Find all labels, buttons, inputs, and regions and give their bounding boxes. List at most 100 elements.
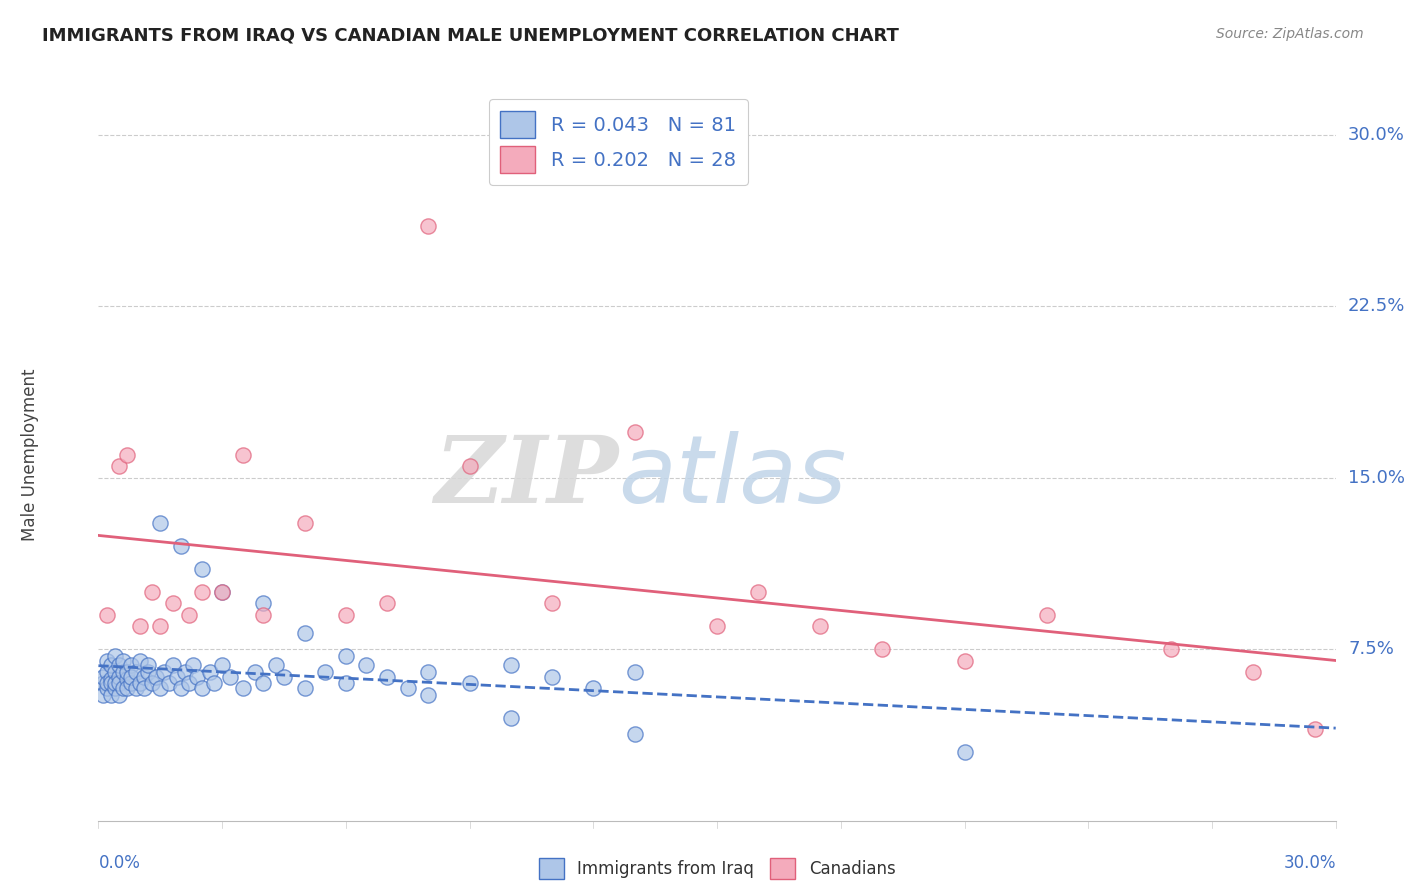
Point: [149, 619, 172, 633]
Point: [100, 672, 122, 686]
Text: 0.0%: 0.0%: [98, 854, 141, 871]
Point: [162, 597, 184, 611]
Point: [104, 665, 127, 679]
Text: 15.0%: 15.0%: [1348, 469, 1405, 487]
Point: [157, 676, 180, 690]
Point: [243, 665, 266, 679]
Text: 30.0%: 30.0%: [1284, 854, 1336, 871]
Point: [128, 619, 150, 633]
Text: Source: ZipAtlas.com: Source: ZipAtlas.com: [1216, 27, 1364, 41]
Point: [418, 219, 440, 234]
Point: [202, 676, 225, 690]
Point: [211, 585, 233, 599]
Point: [232, 681, 254, 695]
Point: [294, 681, 316, 695]
Point: [153, 665, 176, 679]
Point: [96, 676, 118, 690]
Point: [128, 676, 150, 690]
Point: [458, 459, 481, 474]
Point: [91, 676, 114, 690]
Point: [1160, 642, 1182, 657]
Point: [149, 516, 172, 531]
Point: [132, 681, 155, 695]
Point: [499, 658, 522, 673]
Point: [96, 654, 118, 668]
Point: [112, 654, 135, 668]
Point: [100, 688, 122, 702]
Point: [808, 619, 831, 633]
Point: [124, 665, 146, 679]
Point: [335, 649, 357, 664]
Point: [953, 654, 976, 668]
Point: [149, 681, 172, 695]
Point: [145, 670, 167, 684]
Point: [273, 670, 295, 684]
Point: [219, 670, 242, 684]
Point: [162, 658, 184, 673]
Point: [112, 681, 135, 695]
Point: [252, 676, 274, 690]
Point: [108, 676, 131, 690]
Point: [190, 562, 212, 576]
Point: [132, 670, 155, 684]
Point: [294, 516, 316, 531]
Point: [190, 681, 212, 695]
Point: [747, 585, 769, 599]
Point: [294, 626, 316, 640]
Point: [706, 619, 728, 633]
Point: [120, 658, 142, 673]
Point: [112, 665, 135, 679]
Point: [179, 676, 201, 690]
Point: [100, 676, 122, 690]
Point: [499, 711, 522, 725]
Point: [179, 607, 201, 622]
Point: [541, 597, 564, 611]
Point: [108, 658, 131, 673]
Point: [91, 670, 114, 684]
Point: [211, 658, 233, 673]
Point: [623, 425, 645, 439]
Point: [623, 727, 645, 741]
Text: ZIP: ZIP: [434, 432, 619, 522]
Point: [582, 681, 605, 695]
Point: [252, 597, 274, 611]
Point: [141, 585, 163, 599]
Point: [396, 681, 419, 695]
Point: [252, 607, 274, 622]
Point: [870, 642, 893, 657]
Point: [108, 670, 131, 684]
Point: [104, 649, 127, 664]
Point: [375, 670, 398, 684]
Point: [120, 670, 142, 684]
Point: [186, 670, 208, 684]
Point: [190, 585, 212, 599]
Point: [104, 681, 127, 695]
Point: [128, 654, 150, 668]
Point: [117, 681, 139, 695]
Point: [198, 665, 221, 679]
Point: [335, 607, 357, 622]
Legend: Immigrants from Iraq, Canadians: Immigrants from Iraq, Canadians: [531, 852, 903, 886]
Point: [170, 539, 193, 553]
Point: [170, 681, 193, 695]
Point: [1241, 665, 1264, 679]
Point: [335, 676, 357, 690]
Point: [141, 676, 163, 690]
Point: [418, 688, 440, 702]
Point: [96, 665, 118, 679]
Point: [91, 688, 114, 702]
Point: [108, 688, 131, 702]
Point: [232, 448, 254, 462]
Point: [356, 658, 378, 673]
Point: [166, 670, 188, 684]
Point: [1036, 607, 1059, 622]
Point: [418, 665, 440, 679]
Point: [120, 676, 142, 690]
Point: [314, 665, 336, 679]
Point: [96, 681, 118, 695]
Text: 7.5%: 7.5%: [1348, 640, 1393, 658]
Point: [104, 676, 127, 690]
Point: [541, 670, 564, 684]
Text: 30.0%: 30.0%: [1348, 126, 1405, 144]
Text: atlas: atlas: [619, 432, 846, 523]
